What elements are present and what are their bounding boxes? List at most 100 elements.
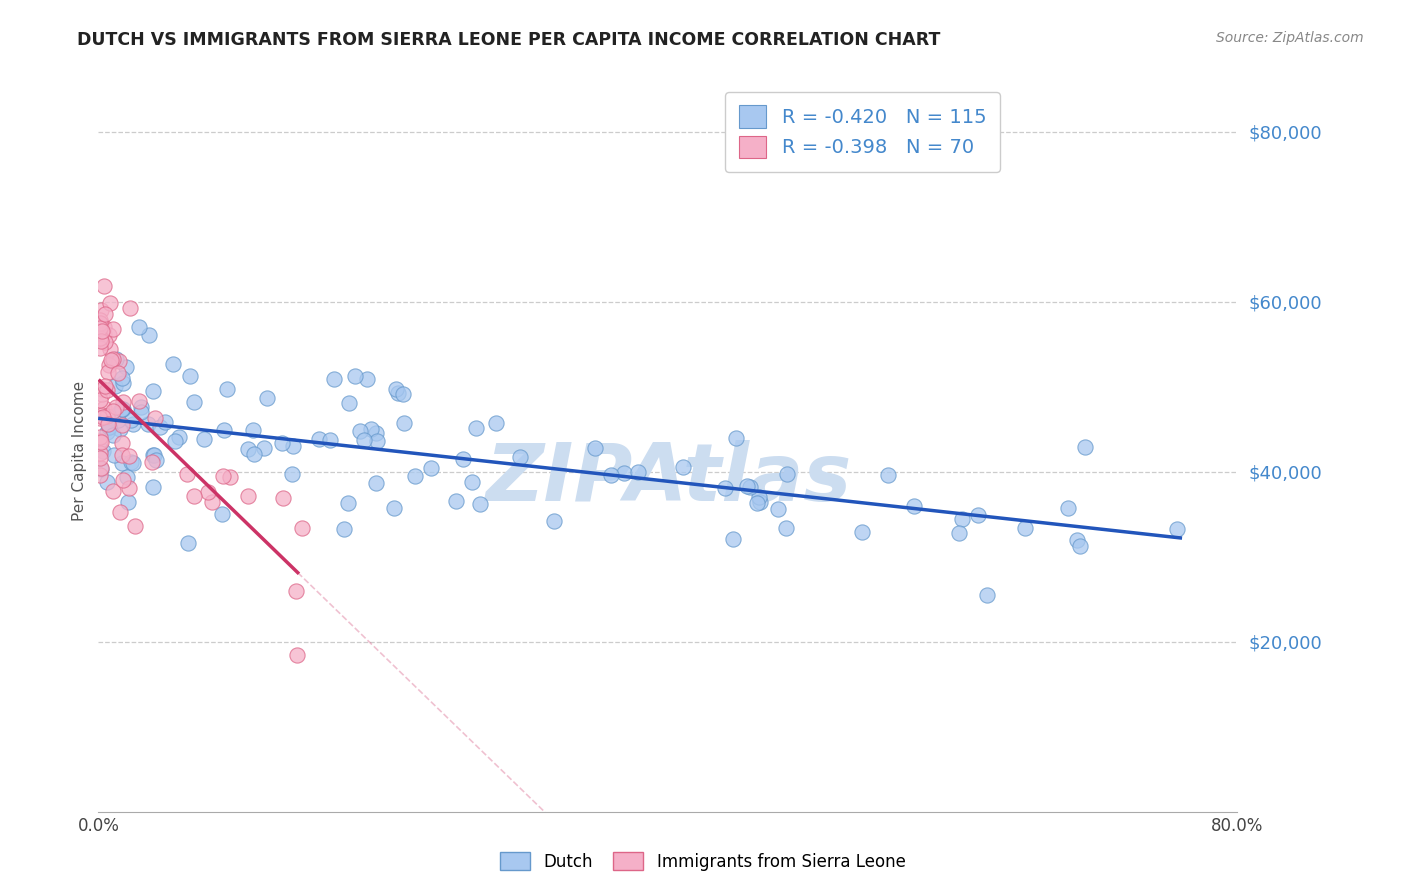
Point bbox=[735, 479, 758, 493]
Point bbox=[91, 324, 114, 338]
Point bbox=[98, 420, 121, 434]
Point bbox=[149, 419, 172, 434]
Point bbox=[89, 411, 111, 425]
Point bbox=[672, 460, 695, 475]
Point bbox=[89, 434, 111, 448]
Point bbox=[281, 439, 304, 453]
Point bbox=[323, 372, 346, 386]
Point bbox=[138, 327, 160, 342]
Point bbox=[131, 400, 153, 414]
Point bbox=[851, 524, 873, 539]
Point bbox=[111, 448, 134, 462]
Point bbox=[145, 453, 167, 467]
Point bbox=[197, 485, 219, 500]
Point bbox=[333, 523, 356, 537]
Point bbox=[364, 425, 387, 440]
Point bbox=[105, 351, 128, 366]
Point bbox=[90, 434, 112, 449]
Point bbox=[903, 499, 925, 513]
Point bbox=[107, 353, 129, 368]
Point bbox=[111, 402, 134, 417]
Point bbox=[385, 382, 408, 396]
Point bbox=[91, 387, 114, 401]
Point bbox=[256, 391, 278, 405]
Point bbox=[98, 342, 121, 356]
Point bbox=[124, 519, 146, 533]
Point bbox=[89, 321, 111, 335]
Point bbox=[776, 467, 799, 482]
Point bbox=[142, 384, 165, 399]
Point bbox=[243, 447, 266, 461]
Point bbox=[98, 420, 121, 434]
Point bbox=[285, 584, 308, 599]
Point bbox=[101, 322, 124, 336]
Point bbox=[353, 434, 375, 448]
Point bbox=[108, 505, 131, 519]
Point bbox=[90, 334, 112, 349]
Point bbox=[136, 417, 159, 431]
Point bbox=[721, 533, 744, 547]
Point bbox=[89, 446, 111, 460]
Point bbox=[93, 401, 115, 416]
Point bbox=[1069, 539, 1091, 553]
Point bbox=[242, 423, 264, 437]
Point bbox=[117, 495, 139, 509]
Point bbox=[349, 424, 371, 438]
Point bbox=[104, 378, 127, 392]
Point bbox=[201, 495, 224, 509]
Point bbox=[118, 449, 141, 463]
Point bbox=[382, 501, 405, 516]
Legend: Dutch, Immigrants from Sierra Leone: Dutch, Immigrants from Sierra Leone bbox=[492, 844, 914, 880]
Point bbox=[169, 430, 191, 444]
Point bbox=[344, 368, 367, 383]
Point bbox=[121, 417, 143, 431]
Point bbox=[89, 392, 111, 407]
Text: ZIPAtlas: ZIPAtlas bbox=[485, 441, 851, 518]
Point bbox=[747, 496, 769, 510]
Point bbox=[420, 460, 443, 475]
Point bbox=[108, 421, 131, 435]
Point bbox=[948, 525, 970, 540]
Point bbox=[176, 467, 198, 481]
Point bbox=[141, 455, 163, 469]
Point bbox=[236, 442, 259, 456]
Point bbox=[111, 456, 134, 470]
Point bbox=[142, 448, 165, 462]
Point bbox=[461, 475, 484, 489]
Point bbox=[360, 422, 382, 436]
Point bbox=[212, 469, 235, 483]
Point bbox=[107, 366, 129, 380]
Point bbox=[319, 434, 342, 448]
Point bbox=[97, 417, 120, 431]
Point bbox=[90, 461, 112, 475]
Point bbox=[104, 400, 127, 414]
Point bbox=[111, 371, 134, 385]
Point bbox=[89, 333, 111, 347]
Point bbox=[212, 423, 235, 437]
Point bbox=[183, 395, 205, 409]
Point bbox=[98, 296, 121, 310]
Point bbox=[364, 476, 387, 491]
Point bbox=[118, 481, 141, 495]
Point bbox=[543, 514, 565, 528]
Point bbox=[91, 382, 114, 396]
Point bbox=[96, 384, 118, 398]
Point bbox=[252, 441, 274, 455]
Point bbox=[714, 481, 737, 495]
Point bbox=[446, 494, 468, 508]
Point bbox=[129, 404, 152, 418]
Point bbox=[1066, 533, 1088, 547]
Point bbox=[775, 521, 797, 535]
Point bbox=[101, 404, 124, 418]
Point bbox=[1014, 521, 1036, 535]
Point bbox=[766, 502, 789, 516]
Point bbox=[100, 353, 122, 368]
Point bbox=[356, 372, 378, 386]
Point bbox=[103, 483, 125, 498]
Point bbox=[112, 401, 135, 416]
Point bbox=[89, 430, 111, 444]
Point bbox=[97, 365, 120, 379]
Point bbox=[89, 451, 111, 466]
Point bbox=[626, 465, 648, 479]
Point bbox=[404, 469, 426, 483]
